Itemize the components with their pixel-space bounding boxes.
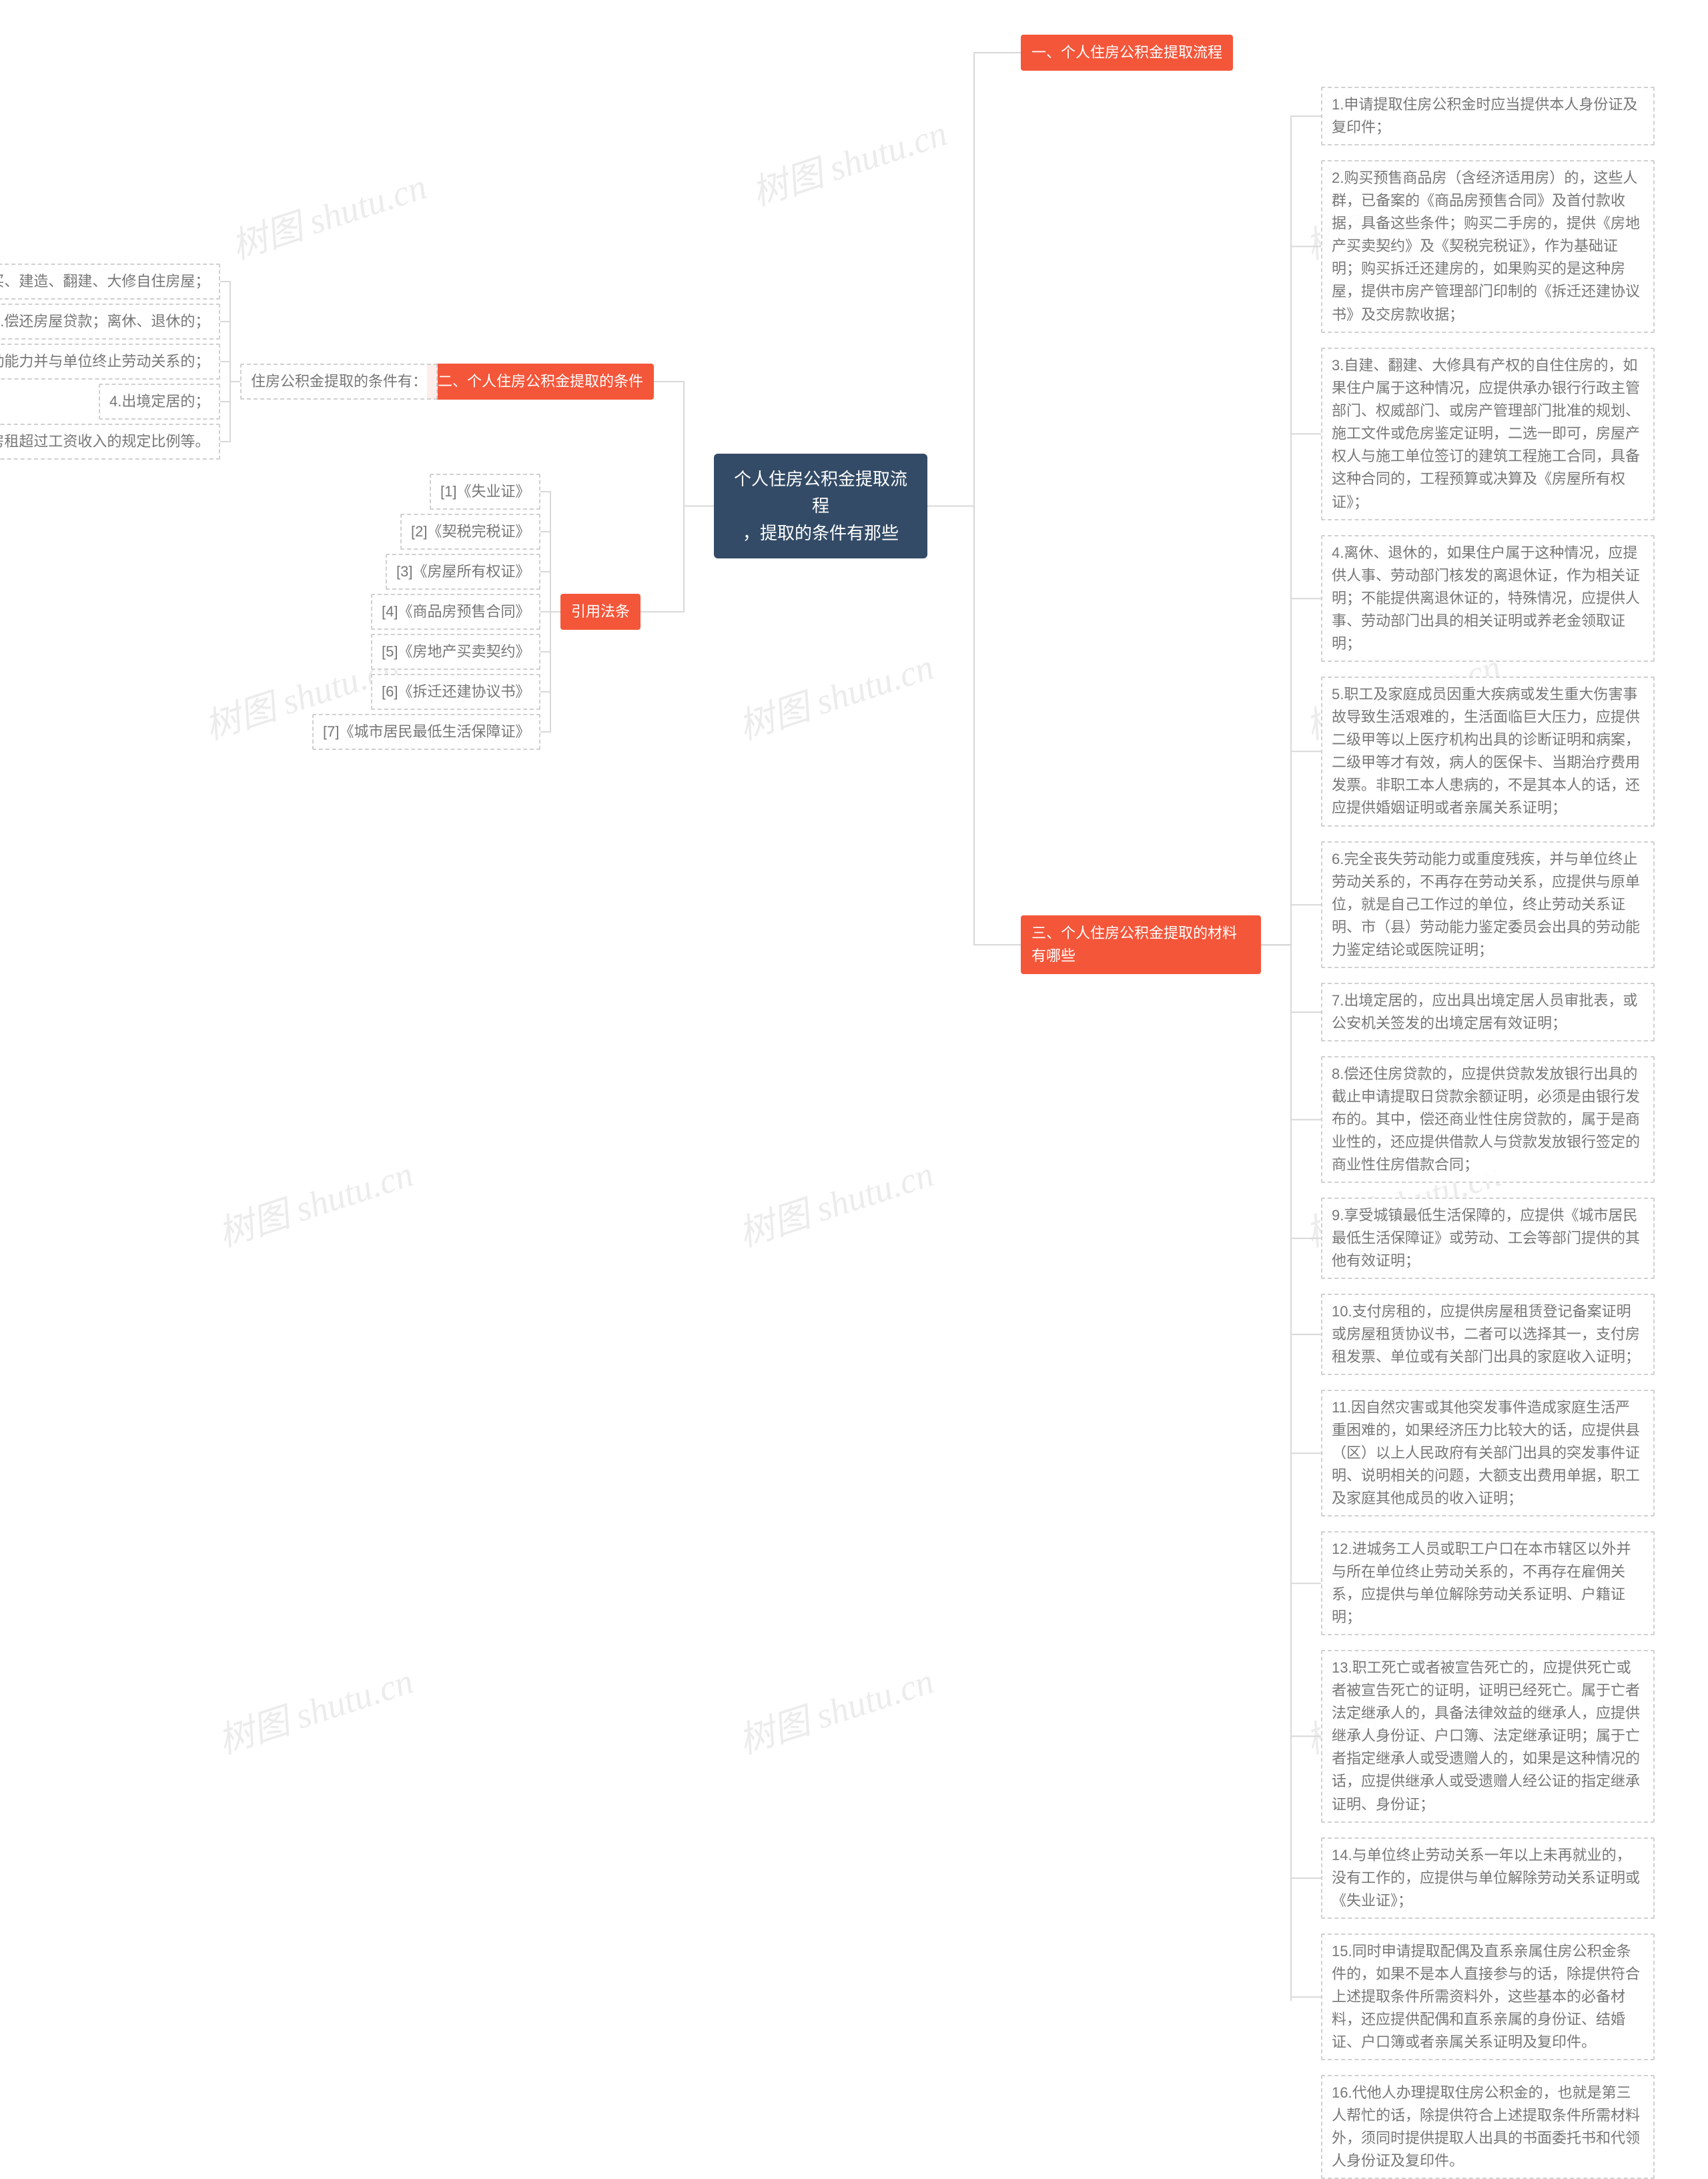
- materials-leaf-2: 2.购买预售商品房（含经济适用房）的，这些人群，已备案的《商品房预售合同》及首付…: [1321, 160, 1655, 333]
- branch-condition-label: 二、个人住房公积金提取的条件: [438, 373, 643, 390]
- condition-leaf-3: 3.完全丧失劳动能力并与单位终止劳动关系的；: [0, 344, 220, 380]
- branch-materials-label: 三、个人住房公积金提取的材料有哪些: [1031, 925, 1237, 964]
- root-line1: 个人住房公积金提取流程: [729, 466, 913, 520]
- condition-leaf-1: 1.购买、建造、翻建、大修自住房屋；: [0, 264, 220, 300]
- materials-leaf-6: 6.完全丧失劳动能力或重度残疾，并与单位终止劳动关系的，不再存在劳动关系，应提供…: [1321, 841, 1655, 968]
- watermark: 树图 shutu.cn: [731, 637, 939, 750]
- watermark: 树图 shutu.cn: [210, 1651, 419, 1764]
- materials-leaf-10: 10.支付房租的，应提供房屋租赁登记备案证明或房屋租赁协议书，二者可以选择其一，…: [1321, 1294, 1655, 1375]
- watermark: 树图 shutu.cn: [224, 157, 432, 270]
- laws-leaf-5: [5]《房地产买卖契约》: [371, 634, 540, 670]
- watermark: 树图 shutu.cn: [731, 1144, 939, 1257]
- laws-leaf-2: [2]《契税完税证》: [400, 514, 540, 550]
- laws-leaf-1: [1]《失业证》: [430, 474, 540, 510]
- materials-leaf-1: 1.申请提取住房公积金时应当提供本人身份证及复印件；: [1321, 87, 1655, 145]
- root-node: 个人住房公积金提取流程 ，提取的条件有那些: [714, 454, 927, 558]
- laws-leaf-3: [3]《房屋所有权证》: [386, 554, 540, 590]
- condition-leaf-4: 4.出境定居的；: [99, 384, 220, 420]
- materials-leaf-8: 8.偿还住房贷款的，应提供贷款发放银行出具的截止申请提取日贷款余额证明，必须是由…: [1321, 1056, 1655, 1183]
- condition-leaf-2: 2.偿还房屋贷款；离休、退休的；: [0, 304, 220, 340]
- materials-leaf-5: 5.职工及家庭成员因重大疾病或发生重大伤害事故导致生活艰难的，生活面临巨大压力，…: [1321, 677, 1655, 827]
- branch-condition: 二、个人住房公积金提取的条件: [427, 364, 654, 400]
- materials-leaf-7: 7.出境定居的，应出具出境定居人员审批表，或公安机关签发的出境定居有效证明；: [1321, 983, 1655, 1041]
- materials-leaf-15: 15.同时申请提取配偶及直系亲属住房公积金条件的，如果不是本人直接参与的话，除提…: [1321, 1933, 1655, 2060]
- materials-leaf-9: 9.享受城镇最低生活保障的，应提供《城市居民最低生活保障证》或劳动、工会等部门提…: [1321, 1198, 1655, 1279]
- materials-leaf-14: 14.与单位终止劳动关系一年以上未再就业的，没有工作的，应提供与单位解除劳动关系…: [1321, 1837, 1655, 1919]
- watermark: 树图 shutu.cn: [731, 1651, 939, 1764]
- branch-laws: 引用法条: [560, 594, 640, 630]
- branch-flow: 一、个人住房公积金提取流程: [1021, 35, 1233, 71]
- branch-flow-label: 一、个人住房公积金提取流程: [1031, 44, 1222, 61]
- materials-leaf-4: 4.离休、退休的，如果住户属于这种情况，应提供人事、劳动部门核发的离退休证，作为…: [1321, 535, 1655, 662]
- watermark: 树图 shutu.cn: [210, 1144, 419, 1257]
- materials-leaf-12: 12.进城务工人员或职工户口在本市辖区以外并与所在单位终止劳动关系的，不再存在雇…: [1321, 1531, 1655, 1635]
- branch-laws-label: 引用法条: [571, 603, 630, 620]
- materials-leaf-11: 11.因自然灾害或其他突发事件造成家庭生活严重困难的，如果经济压力比较大的话，应…: [1321, 1390, 1655, 1516]
- watermark: 树图 shutu.cn: [744, 103, 953, 216]
- laws-leaf-7: [7]《城市居民最低生活保障证》: [312, 714, 540, 750]
- laws-leaf-6: [6]《拆迁还建协议书》: [371, 674, 540, 710]
- condition-mid-label: 住房公积金提取的条件有：: [251, 373, 427, 390]
- condition-leaf-5: 5.房租超过工资收入的规定比例等。: [0, 424, 220, 460]
- branch-materials: 三、个人住房公积金提取的材料有哪些: [1021, 915, 1261, 974]
- materials-leaf-13: 13.职工死亡或者被宣告死亡的，应提供死亡或者被宣告死亡的证明，证明已经死亡。属…: [1321, 1650, 1655, 1823]
- materials-leaf-16: 16.代他人办理提取住房公积金的，也就是第三人帮忙的话，除提供符合上述提取条件所…: [1321, 2075, 1655, 2179]
- materials-leaf-3: 3.自建、翻建、大修具有产权的自住住房的，如果住户属于这种情况，应提供承办银行行…: [1321, 348, 1655, 520]
- condition-mid-node: 住房公积金提取的条件有：: [240, 364, 438, 400]
- root-line2: ，提取的条件有那些: [729, 520, 913, 546]
- laws-leaf-4: [4]《商品房预售合同》: [371, 594, 540, 630]
